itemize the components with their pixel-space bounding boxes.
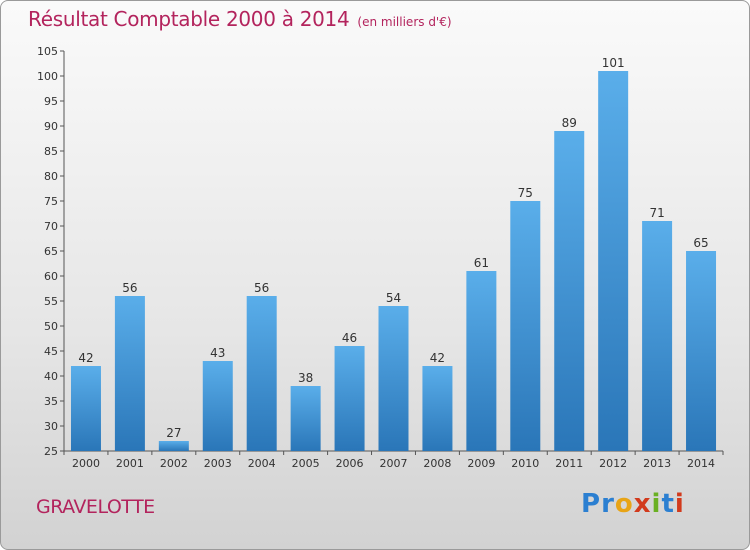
bar-2000 [70,366,101,451]
bar-2014 [686,251,717,451]
bar-2008 [422,366,453,451]
x-tick-label: 2001 [116,457,144,470]
bar-2009 [466,271,497,451]
logo-letter: i [651,489,662,519]
value-label: 38 [298,371,313,385]
y-tick-label: 95 [44,95,58,108]
y-tick-label: 30 [44,420,58,433]
logo-letter: r [601,489,615,519]
y-tick-label: 40 [44,370,58,383]
bar-2012 [598,71,629,451]
y-tick-label: 100 [37,70,58,83]
x-tick-label: 2002 [160,457,188,470]
value-label: 54 [386,291,401,305]
proxiti-logo[interactable]: Proxiti [581,489,685,519]
x-tick-label: 2011 [555,457,583,470]
logo-letter: t [661,489,675,519]
bar-2004 [246,296,277,451]
chart-unit: (en milliers d'€) [357,15,452,29]
commune-name: GRAVELOTTE [36,496,155,518]
value-label: 46 [342,331,357,345]
x-tick-label: 2004 [248,457,276,470]
chart-bars [70,71,717,451]
chart-title: Résultat Comptable 2000 à 2014 [28,7,350,31]
bar-2011 [554,131,585,451]
x-tick-label: 2013 [643,457,671,470]
chart-axes: 25 30 35 40 45 50 55 60 65 70 75 80 85 90 95 100 105 [37,45,724,458]
x-tick-label: 2000 [72,457,100,470]
value-label: 42 [78,351,93,365]
x-tick-label: 2006 [336,457,364,470]
chart-title-block: Résultat Comptable 2000 à 2014 (en millie… [28,7,452,31]
y-tick-label: 25 [44,445,58,458]
value-label: 42 [430,351,445,365]
y-tick-label: 70 [44,220,58,233]
y-tick-label: 60 [44,270,58,283]
x-tick-label: 2005 [292,457,320,470]
x-tick-label: 2008 [423,457,451,470]
logo-letter: x [633,489,652,519]
y-tick-label: 85 [44,145,58,158]
y-tick-label: 45 [44,345,58,358]
y-tick-label: 35 [44,395,58,408]
bar-2006 [334,346,365,451]
bar-2002 [158,441,189,451]
bar-2003 [202,361,233,451]
x-tick-label: 2003 [204,457,232,470]
y-tick-label: 65 [44,245,58,258]
value-label: 101 [602,56,625,70]
x-tick-label: 2007 [380,457,408,470]
logo-letter: i [674,489,685,519]
x-tick-label: 2009 [467,457,495,470]
bar-2007 [378,306,409,451]
bar-2013 [642,221,673,451]
logo-letter: P [581,489,602,519]
y-tick-label: 75 [44,195,58,208]
x-tick-label: 2010 [511,457,539,470]
chart-labels: 2000 42 2001 56 2002 27 2003 43 2004 56 2005 38 2006… [72,56,715,470]
y-tick-label: 90 [44,120,58,133]
bar-2005 [290,386,321,451]
y-tick-label: 105 [37,45,58,58]
value-label: 61 [474,256,489,270]
logo-letter: o [614,489,634,519]
y-tick-label: 80 [44,170,58,183]
value-label: 75 [518,186,533,200]
value-label: 27 [166,426,181,440]
value-label: 65 [693,236,708,250]
x-tick-label: 2014 [687,457,715,470]
value-label: 56 [254,281,269,295]
x-tick-label: 2012 [599,457,627,470]
value-label: 43 [210,346,225,360]
bar-2001 [114,296,145,451]
value-label: 71 [649,206,664,220]
value-label: 56 [122,281,137,295]
value-label: 89 [562,116,577,130]
bar-2010 [510,201,541,451]
y-tick-label: 55 [44,295,58,308]
y-tick-label: 50 [44,320,58,333]
